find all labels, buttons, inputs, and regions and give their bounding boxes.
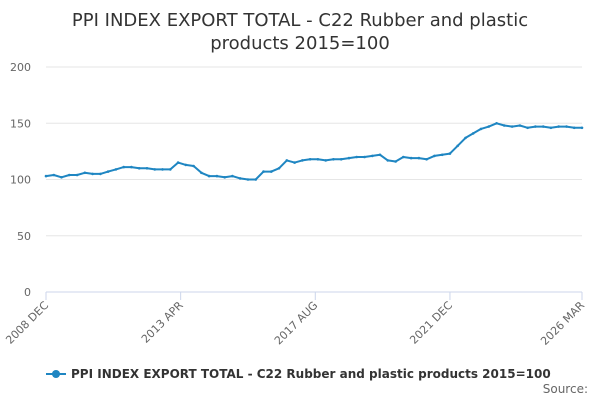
- data-point[interactable]: [130, 165, 133, 169]
- chart-title-line-1: PPI INDEX EXPORT TOTAL - C22 Rubber and …: [71, 10, 529, 31]
- data-point[interactable]: [68, 173, 71, 177]
- data-point[interactable]: [215, 174, 219, 178]
- data-point[interactable]: [487, 125, 491, 128]
- data-point[interactable]: [270, 170, 273, 173]
- data-point[interactable]: [106, 170, 110, 173]
- data-point[interactable]: [169, 168, 172, 171]
- source-credit: Source:: [542, 382, 588, 396]
- data-point[interactable]: [231, 174, 234, 178]
- data-point[interactable]: [161, 168, 164, 171]
- series-group: [44, 122, 584, 181]
- data-point[interactable]: [363, 155, 366, 159]
- data-point[interactable]: [495, 122, 498, 125]
- data-point[interactable]: [285, 159, 289, 162]
- data-point[interactable]: [479, 127, 483, 131]
- data-point[interactable]: [580, 126, 584, 130]
- data-point[interactable]: [433, 154, 436, 158]
- data-point[interactable]: [402, 155, 405, 159]
- data-point[interactable]: [52, 173, 56, 177]
- x-tick-label: 2008 DEC: [3, 299, 51, 347]
- data-point[interactable]: [75, 173, 79, 177]
- x-tick-label: 2017 AUG: [272, 299, 321, 348]
- data-point[interactable]: [223, 176, 226, 179]
- data-point[interactable]: [471, 132, 475, 135]
- data-point[interactable]: [526, 126, 529, 130]
- y-axis-ticks: 0 50 100 150 200: [10, 61, 31, 299]
- x-tick-label: 2013 APR: [139, 299, 186, 346]
- data-point[interactable]: [510, 125, 514, 128]
- data-point[interactable]: [565, 125, 568, 128]
- data-point[interactable]: [332, 158, 335, 161]
- data-point[interactable]: [456, 144, 460, 148]
- data-point[interactable]: [293, 161, 296, 164]
- data-point[interactable]: [355, 155, 359, 159]
- data-point[interactable]: [137, 167, 141, 170]
- data-point[interactable]: [425, 158, 428, 161]
- data-point[interactable]: [277, 167, 281, 170]
- data-point[interactable]: [238, 177, 242, 180]
- data-point[interactable]: [207, 174, 211, 178]
- data-point[interactable]: [153, 168, 157, 171]
- data-point[interactable]: [316, 158, 320, 161]
- series-line[interactable]: [45, 122, 582, 181]
- data-point[interactable]: [534, 125, 537, 128]
- data-point[interactable]: [464, 136, 467, 140]
- data-point[interactable]: [60, 176, 63, 179]
- data-point[interactable]: [192, 164, 195, 168]
- data-point[interactable]: [114, 168, 118, 171]
- data-point[interactable]: [557, 125, 560, 128]
- legend-label: PPI INDEX EXPORT TOTAL - C22 Rubber and …: [71, 367, 551, 381]
- legend-item[interactable]: PPI INDEX EXPORT TOTAL - C22 Rubber and …: [46, 366, 551, 382]
- data-point[interactable]: [184, 163, 188, 167]
- data-point[interactable]: [176, 161, 180, 164]
- data-point[interactable]: [301, 159, 304, 162]
- data-point[interactable]: [572, 126, 576, 130]
- y-tick-label: 100: [10, 174, 31, 187]
- data-point[interactable]: [378, 153, 382, 157]
- legend-line-icon: [46, 368, 66, 380]
- data-point[interactable]: [394, 160, 397, 163]
- chart-title-line-2: products 2015=100: [210, 33, 390, 54]
- data-point[interactable]: [122, 165, 125, 169]
- data-point[interactable]: [448, 152, 452, 155]
- data-point[interactable]: [417, 156, 421, 160]
- data-point[interactable]: [44, 174, 48, 178]
- data-point[interactable]: [99, 172, 102, 176]
- y-tick-label: 50: [17, 230, 31, 243]
- data-point[interactable]: [200, 171, 203, 175]
- chart-title: PPI INDEX EXPORT TOTAL - C22 Rubber and …: [40, 9, 560, 55]
- y-tick-label: 150: [10, 117, 31, 130]
- data-point[interactable]: [549, 126, 553, 130]
- data-point[interactable]: [246, 178, 250, 181]
- data-point[interactable]: [91, 172, 94, 176]
- x-tick-label: 2026 MAR: [538, 299, 587, 348]
- data-point[interactable]: [503, 124, 506, 127]
- y-tick-label: 0: [24, 286, 31, 299]
- data-point[interactable]: [145, 167, 149, 170]
- data-point[interactable]: [518, 124, 522, 127]
- data-point[interactable]: [371, 154, 374, 158]
- data-point[interactable]: [83, 171, 87, 175]
- data-point[interactable]: [254, 178, 257, 181]
- data-point[interactable]: [541, 125, 545, 128]
- y-tick-label: 200: [10, 61, 31, 74]
- data-point[interactable]: [339, 158, 343, 161]
- data-point[interactable]: [347, 156, 351, 160]
- data-point[interactable]: [308, 158, 312, 161]
- data-point[interactable]: [440, 153, 444, 157]
- x-tick-label: 2021 DEC: [407, 299, 455, 347]
- data-point[interactable]: [409, 156, 413, 160]
- gridlines: [46, 66, 582, 237]
- x-axis-ticks: 2008 DEC 2013 APR 2017 AUG 2021 DEC 2026 MAR: [3, 292, 587, 348]
- data-point[interactable]: [262, 170, 265, 173]
- data-point[interactable]: [324, 159, 328, 162]
- data-point[interactable]: [386, 159, 390, 162]
